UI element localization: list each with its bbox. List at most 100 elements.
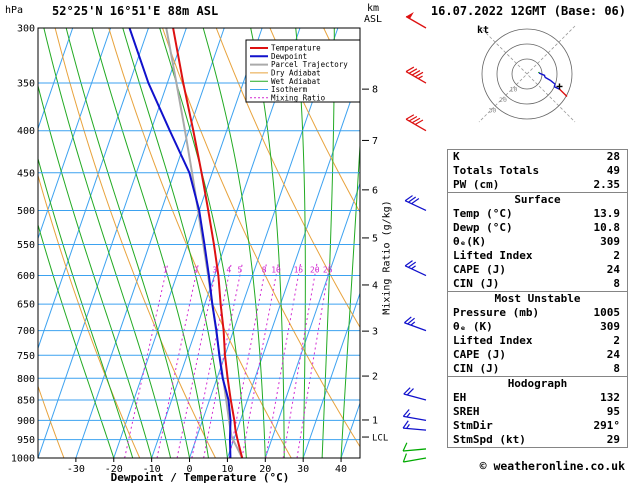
x-tick-label: -10 xyxy=(143,464,161,475)
index-label: CAPE (J) xyxy=(453,263,506,276)
pressure-tick-label: 900 xyxy=(17,416,35,427)
index-value: 309 xyxy=(600,235,620,248)
index-value: 10.8 xyxy=(593,221,621,234)
wind-barb xyxy=(404,260,427,277)
index-row: Temp (°C) 13.9 xyxy=(448,207,627,221)
wind-barbs xyxy=(402,12,427,463)
wind-barb xyxy=(402,453,427,463)
index-row: Pressure (mb) 1005 xyxy=(448,306,627,320)
index-row: CIN (J) 8 xyxy=(448,277,627,291)
index-label: PW (cm) xyxy=(453,178,500,191)
index-value: 29 xyxy=(606,433,620,446)
km-tick-label: 5 xyxy=(372,233,378,244)
index-section-title: Hodograph xyxy=(448,376,627,391)
index-row: EH 132 xyxy=(448,391,627,405)
legend-item-label: Wet Adiabat xyxy=(271,77,321,86)
index-label: K xyxy=(453,150,460,163)
index-label: SREH xyxy=(453,405,480,418)
index-value: 95 xyxy=(606,405,620,418)
km-tick-label: 4 xyxy=(372,280,378,291)
pressure-tick-label: 850 xyxy=(17,395,35,406)
datetime-label: 16.07.2022 12GMT (Base: 06) xyxy=(430,4,626,18)
index-row: PW (cm) 2.35 xyxy=(448,178,627,192)
index-value: 49 xyxy=(606,164,620,177)
altitude-axis-unit: km ASL xyxy=(356,3,390,25)
index-value: 2 xyxy=(613,249,620,262)
pressure-axis-labels: 300 350 400 450 500 550 600 650 700 750 800 850 900 9… xyxy=(11,24,35,465)
index-row: CAPE (J) 24 xyxy=(448,348,627,362)
index-label: Dewp (°C) xyxy=(453,221,513,234)
index-row: Lifted Index 2 xyxy=(448,334,627,348)
index-label: Lifted Index xyxy=(453,249,533,262)
wind-barb xyxy=(403,387,427,401)
station-title: 52°25'N 16°51'E 88m ASL xyxy=(52,4,219,18)
index-label: Temp (°C) xyxy=(453,207,513,220)
mixing-ratio-value-label: 2 xyxy=(193,266,198,275)
pressure-tick-label: 700 xyxy=(17,326,35,337)
index-row: Lifted Index 2 xyxy=(448,249,627,263)
x-tick-label: 30 xyxy=(297,464,309,475)
pressure-tick-label: 500 xyxy=(17,206,35,217)
pressure-tick-label: 1000 xyxy=(11,454,35,465)
index-label: EH xyxy=(453,391,467,404)
index-label: Totals Totals xyxy=(453,164,540,177)
index-value: 1005 xyxy=(593,306,621,319)
wind-barb xyxy=(405,114,427,132)
index-label: CAPE (J) xyxy=(453,348,506,361)
hodograph-trace xyxy=(538,71,573,102)
pressure-tick-label: 650 xyxy=(17,300,35,311)
pressure-tick-label: 600 xyxy=(17,271,35,282)
index-label: CIN (J) xyxy=(453,277,500,290)
altitude-unit-asl: ASL xyxy=(363,14,383,25)
wind-barb xyxy=(402,442,427,452)
pressure-unit-label: hPa xyxy=(5,5,24,16)
legend-item-label: Parcel Trajectory xyxy=(271,60,348,69)
dewpoint-curve xyxy=(128,28,232,458)
x-tick-label: 40 xyxy=(335,464,347,475)
index-value: 8 xyxy=(613,277,620,290)
pressure-tick-label: 300 xyxy=(17,24,35,35)
index-label: StmDir xyxy=(453,419,493,432)
x-axis-title: Dewpoint / Temperature (°C) xyxy=(110,471,290,484)
x-tick-label: 10 xyxy=(221,464,233,475)
isotherm-lines xyxy=(38,28,360,458)
km-tick-label: 8 xyxy=(372,85,378,96)
km-tick-label: 3 xyxy=(372,327,378,338)
index-label: θₑ (K) xyxy=(453,320,493,333)
index-row: CAPE (J) 24 xyxy=(448,263,627,277)
mixing-ratio-value-label: 5 xyxy=(237,266,242,275)
altitude-unit-km: km xyxy=(366,3,380,14)
mixing-ratio-value-label: 15 xyxy=(294,266,304,275)
index-value: 8 xyxy=(613,362,620,375)
pressure-tick-label: 400 xyxy=(17,126,35,137)
mixing-ratio-value-label: 25 xyxy=(323,266,333,275)
pressure-tick-label: 950 xyxy=(17,435,35,446)
index-value: 2.35 xyxy=(593,178,621,191)
lcl-label: LCL xyxy=(372,434,388,444)
mixing-ratio-value-label: 10 xyxy=(271,266,281,275)
wind-barb xyxy=(404,316,427,332)
wind-barb xyxy=(402,420,427,431)
x-tick-label: 20 xyxy=(259,464,271,475)
index-row: SREH 95 xyxy=(448,405,627,419)
x-tick-label: -20 xyxy=(105,464,123,475)
index-row: Totals Totals 49 xyxy=(448,164,627,178)
pressure-tick-label: 750 xyxy=(17,351,35,362)
mixing-ratio-value-label: 3 xyxy=(212,266,217,275)
km-tick-label: 6 xyxy=(372,185,378,196)
hodograph-ring xyxy=(481,28,573,120)
wind-barb xyxy=(404,195,427,212)
pressure-tick-label: 350 xyxy=(17,79,35,90)
index-value: 132 xyxy=(600,391,620,404)
index-value: 291° xyxy=(593,419,621,432)
index-value: 2 xyxy=(613,334,620,347)
index-row: Dewp (°C) 10.8 xyxy=(448,221,627,235)
index-section-title: Most Unstable xyxy=(448,291,627,306)
hodograph-ring-label: 10 xyxy=(510,85,518,93)
index-label: Pressure (mb) xyxy=(453,306,540,319)
hodograph-unit-label: kt xyxy=(477,25,490,36)
index-row: StmDir 291° xyxy=(448,419,627,433)
field-lines xyxy=(38,28,360,458)
wind-barb xyxy=(405,66,427,84)
